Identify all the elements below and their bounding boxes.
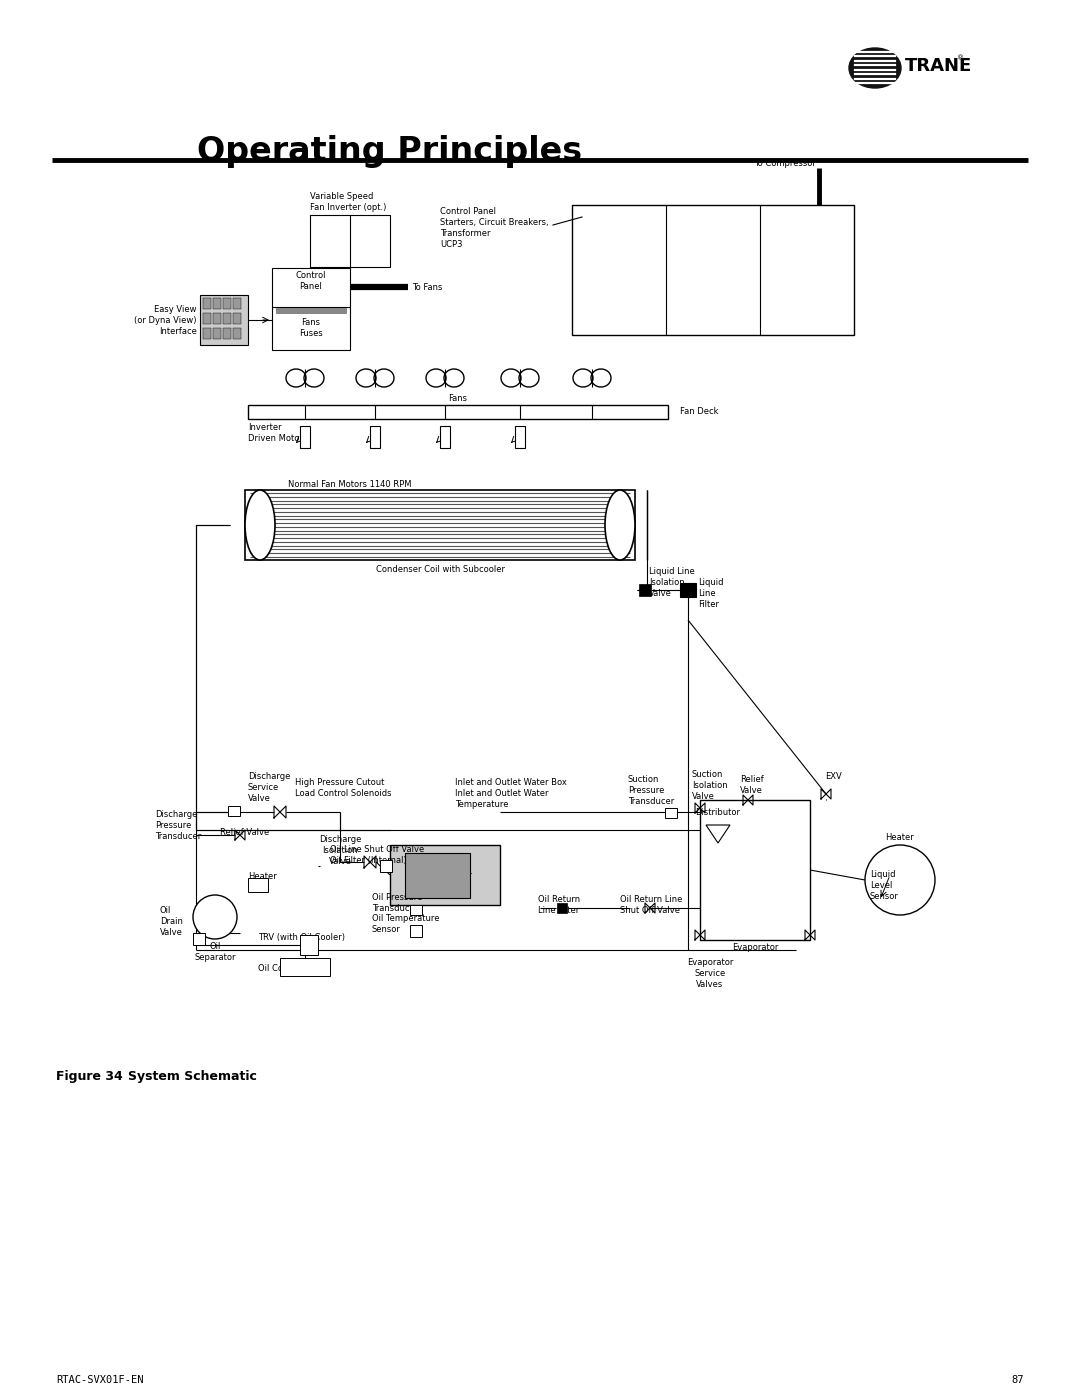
- Bar: [233, 328, 241, 339]
- Text: Discharge
Service
Valve: Discharge Service Valve: [248, 773, 291, 803]
- Bar: [245, 490, 635, 560]
- Text: RTAC-SVX01F-EN: RTAC-SVX01F-EN: [56, 1375, 144, 1384]
- Circle shape: [865, 845, 935, 915]
- Text: Variable Speed
Fan Inverter (opt.): Variable Speed Fan Inverter (opt.): [310, 191, 387, 212]
- Bar: [639, 584, 651, 597]
- Text: Fan Deck: Fan Deck: [680, 408, 718, 416]
- Bar: [310, 215, 390, 267]
- Polygon shape: [706, 826, 730, 842]
- Circle shape: [193, 895, 237, 939]
- Bar: [193, 933, 205, 944]
- Bar: [203, 328, 211, 339]
- Bar: [405, 854, 470, 898]
- Ellipse shape: [245, 490, 275, 560]
- Text: Heater: Heater: [248, 872, 276, 882]
- Text: Oil
Drain
Valve: Oil Drain Valve: [160, 907, 183, 937]
- Text: Oil Cooler (opt.): Oil Cooler (opt.): [258, 964, 325, 972]
- Text: Inverter
Driven Motor: Inverter Driven Motor: [248, 423, 302, 443]
- Text: Control Panel
Starters, Circuit Breakers,
Transformer
UCP3: Control Panel Starters, Circuit Breakers…: [440, 207, 549, 249]
- Text: Discharge
Isolation
Valve: Discharge Isolation Valve: [319, 835, 361, 866]
- Text: Operating Principles: Operating Principles: [198, 136, 582, 168]
- Text: Condenser Coil with Subcooler: Condenser Coil with Subcooler: [376, 564, 504, 574]
- Text: TRV (with Oil Cooler): TRV (with Oil Cooler): [258, 933, 345, 942]
- Bar: [390, 845, 500, 905]
- Text: Liquid
Line
Filter: Liquid Line Filter: [698, 578, 724, 609]
- Ellipse shape: [849, 47, 901, 88]
- Text: Relief
Valve: Relief Valve: [740, 775, 764, 795]
- Bar: [222, 328, 231, 339]
- Bar: [410, 905, 422, 915]
- Text: Oil Return
Line Filter: Oil Return Line Filter: [538, 895, 580, 915]
- Bar: [440, 426, 450, 448]
- Text: Oil Pressure
Transducer: Oil Pressure Transducer: [372, 893, 422, 914]
- Bar: [222, 298, 231, 309]
- Text: Normal Fan Motors 1140 RPM: Normal Fan Motors 1140 RPM: [288, 481, 411, 489]
- Text: ®: ®: [957, 54, 964, 61]
- Text: To Compressor: To Compressor: [754, 159, 815, 168]
- Text: System Schematic: System Schematic: [129, 1070, 257, 1083]
- Bar: [410, 925, 422, 937]
- Text: Figure 34: Figure 34: [56, 1070, 123, 1083]
- Bar: [213, 328, 221, 339]
- Bar: [370, 426, 380, 448]
- Text: High Pressure Cutout
Load Control Solenoids: High Pressure Cutout Load Control Soleno…: [295, 778, 391, 798]
- Text: Inlet and Outlet Water Box
Inlet and Outlet Water
Temperature: Inlet and Outlet Water Box Inlet and Out…: [455, 778, 567, 809]
- Bar: [665, 807, 677, 819]
- Bar: [213, 298, 221, 309]
- Text: Oil Temperature
Sensor: Oil Temperature Sensor: [372, 914, 440, 935]
- Bar: [572, 205, 854, 335]
- Bar: [380, 861, 392, 872]
- Text: Suction
Isolation
Valve: Suction Isolation Valve: [692, 770, 728, 802]
- Text: EXV: EXV: [825, 773, 841, 781]
- Text: TRANE: TRANE: [905, 57, 972, 75]
- Text: Discharge
Pressure
Transducer: Discharge Pressure Transducer: [156, 810, 201, 841]
- Bar: [203, 313, 211, 324]
- Text: Heater: Heater: [886, 833, 915, 842]
- Text: Oil Line Shut Off Valve
Oil Filter (Internal): Oil Line Shut Off Valve Oil Filter (Inte…: [330, 845, 424, 865]
- Bar: [248, 405, 669, 419]
- Bar: [222, 313, 231, 324]
- Text: Oil Return Line
Shut Off Valve: Oil Return Line Shut Off Valve: [620, 895, 683, 915]
- Text: To Fans: To Fans: [411, 282, 443, 292]
- Text: Suction
Pressure
Transducer: Suction Pressure Transducer: [627, 775, 674, 806]
- Bar: [300, 426, 310, 448]
- Bar: [228, 806, 240, 816]
- Text: Liquid
Level
Sensor: Liquid Level Sensor: [870, 870, 899, 901]
- Bar: [233, 298, 241, 309]
- Text: Liquid Line
Isolation
Valve: Liquid Line Isolation Valve: [649, 567, 694, 598]
- Text: Compressor: Compressor: [418, 870, 472, 880]
- Text: Relief Valve: Relief Valve: [220, 828, 269, 837]
- Bar: [557, 902, 567, 914]
- Ellipse shape: [605, 490, 635, 560]
- Bar: [280, 958, 330, 977]
- Text: Oil
Separator: Oil Separator: [194, 942, 235, 963]
- Bar: [203, 298, 211, 309]
- Text: Fans
Fuses: Fans Fuses: [299, 317, 323, 338]
- Bar: [248, 877, 268, 893]
- Text: Evaporator: Evaporator: [732, 943, 779, 951]
- Bar: [272, 268, 350, 351]
- Bar: [233, 313, 241, 324]
- Bar: [515, 426, 525, 448]
- Bar: [213, 313, 221, 324]
- Bar: [680, 583, 696, 597]
- Text: Fans: Fans: [448, 394, 468, 402]
- Bar: [276, 307, 346, 313]
- Text: Easy View
(or Dyna View)
Interface: Easy View (or Dyna View) Interface: [135, 305, 197, 337]
- Text: 87: 87: [1012, 1375, 1024, 1384]
- Bar: [700, 800, 810, 940]
- Bar: [200, 295, 248, 345]
- Text: Control
Panel: Control Panel: [296, 271, 326, 291]
- Text: Evaporator
Service
Valves: Evaporator Service Valves: [687, 958, 733, 989]
- Text: Distributor: Distributor: [696, 807, 741, 817]
- Bar: [300, 935, 318, 956]
